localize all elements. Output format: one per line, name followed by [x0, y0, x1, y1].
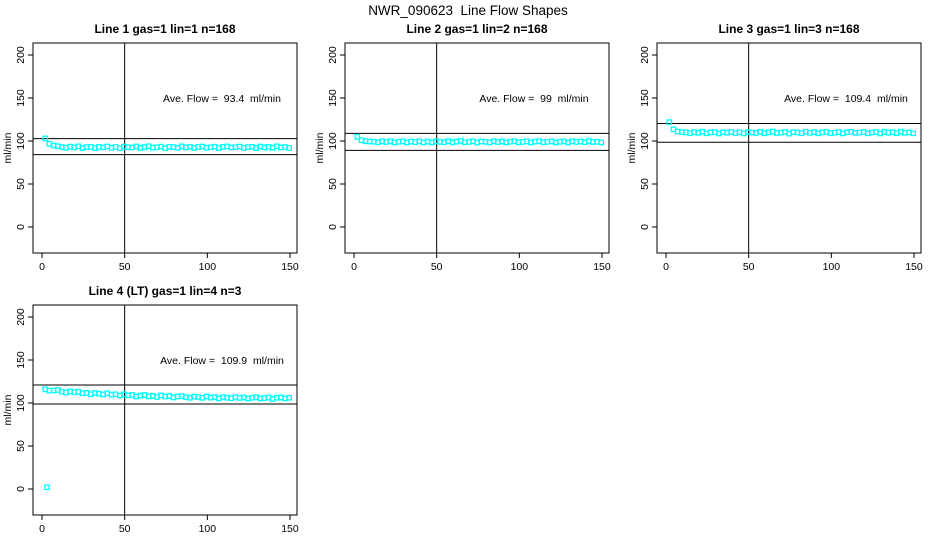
main-title: NWR_090623 Line Flow Shapes	[368, 3, 568, 18]
flow-panel-svg: Line 1 gas=1 lin=1 n=168 0 50 100 150 0 50 100 1…	[2, 22, 299, 273]
panel-line-2: Line 2 gas=1 lin=2 n=168 0 50 100 150 0 50 100 1…	[312, 18, 624, 285]
y-tick-label: 0	[639, 224, 651, 230]
data-point	[286, 145, 293, 151]
plot-frame	[656, 42, 922, 254]
x-tick-label: 150	[905, 261, 923, 273]
y-tick-label: 200	[15, 46, 27, 64]
data-points	[42, 386, 293, 491]
y-axis-label: ml/min	[314, 132, 326, 163]
x-tick-label: 50	[431, 261, 443, 273]
y-tick-label: 150	[15, 89, 27, 107]
flow-panel-svg: Line 4 (LT) gas=1 lin=4 n=3 0 50 100 150 0 50 1…	[2, 284, 299, 535]
data-point-outlier	[44, 484, 50, 491]
data-points	[42, 135, 293, 152]
panel-title: Line 3 gas=1 lin=3 n=168	[718, 22, 859, 36]
data-point	[598, 139, 605, 146]
y-axis-label: ml/min	[626, 132, 638, 163]
x-tick-label: 0	[39, 523, 45, 535]
ave-flow-annotation: Ave. Flow = 93.4 ml/min	[163, 93, 281, 105]
data-point	[666, 119, 673, 125]
plot-frame	[32, 42, 298, 254]
ave-flow-annotation: Ave. Flow = 109.9 ml/min	[160, 355, 284, 367]
plot-frame	[32, 304, 298, 516]
y-tick-label: 150	[15, 351, 27, 369]
x-tick-label: 100	[199, 261, 217, 273]
y-tick-label: 50	[327, 178, 339, 190]
panel-line-1: Line 1 gas=1 lin=1 n=168 0 50 100 150 0 50 100 1…	[0, 18, 312, 285]
flow-panel-svg: Line 2 gas=1 lin=2 n=168 0 50 100 150 0 50 100 1…	[314, 22, 611, 273]
x-tick-label: 50	[119, 261, 131, 273]
y-tick-label: 50	[639, 178, 651, 190]
data-point	[286, 394, 293, 401]
x-tick-label: 50	[119, 523, 131, 535]
x-tick-label: 100	[511, 261, 529, 273]
x-tick-label: 0	[663, 261, 669, 273]
panel-title: Line 4 (LT) gas=1 lin=4 n=3	[89, 284, 242, 298]
y-axis-label: ml/min	[2, 132, 14, 163]
panel-title: Line 2 gas=1 lin=2 n=168	[406, 22, 547, 36]
x-tick-label: 150	[281, 261, 299, 273]
y-tick-label: 50	[15, 440, 27, 452]
y-tick-label: 100	[15, 132, 27, 150]
x-tick-label: 100	[823, 261, 841, 273]
ave-flow-annotation: Ave. Flow = 99 ml/min	[479, 93, 588, 105]
data-point	[910, 130, 917, 137]
x-tick-label: 150	[593, 261, 611, 273]
x-tick-label: 0	[351, 261, 357, 273]
y-tick-label: 0	[15, 486, 27, 492]
data-point	[42, 135, 49, 142]
panel-title: Line 1 gas=1 lin=1 n=168	[94, 22, 235, 36]
y-tick-label: 100	[327, 132, 339, 150]
data-point	[354, 133, 361, 140]
x-tick-label: 150	[281, 523, 299, 535]
y-tick-label: 150	[639, 89, 651, 107]
y-tick-label: 50	[15, 178, 27, 190]
y-tick-label: 100	[639, 132, 651, 150]
y-tick-label: 100	[15, 394, 27, 412]
x-tick-label: 50	[743, 261, 755, 273]
y-axis-label: ml/min	[2, 394, 14, 425]
data-points	[666, 119, 917, 137]
plot-frame	[344, 42, 610, 254]
flow-panel-svg: Line 3 gas=1 lin=3 n=168 0 50 100 150 0 50 100 1…	[626, 22, 923, 273]
panel-line-3: Line 3 gas=1 lin=3 n=168 0 50 100 150 0 50 100 1…	[624, 18, 936, 285]
y-tick-label: 0	[327, 224, 339, 230]
y-tick-label: 200	[639, 46, 651, 64]
ave-flow-annotation: Ave. Flow = 109.4 ml/min	[784, 93, 908, 105]
y-tick-label: 150	[327, 89, 339, 107]
y-tick-label: 0	[15, 224, 27, 230]
x-tick-label: 0	[39, 261, 45, 273]
data-points	[354, 133, 605, 146]
panel-line-4: Line 4 (LT) gas=1 lin=4 n=3 0 50 100 150 0 50 1…	[0, 280, 312, 540]
x-tick-label: 100	[199, 523, 217, 535]
y-tick-label: 200	[327, 46, 339, 64]
y-tick-label: 200	[15, 308, 27, 326]
